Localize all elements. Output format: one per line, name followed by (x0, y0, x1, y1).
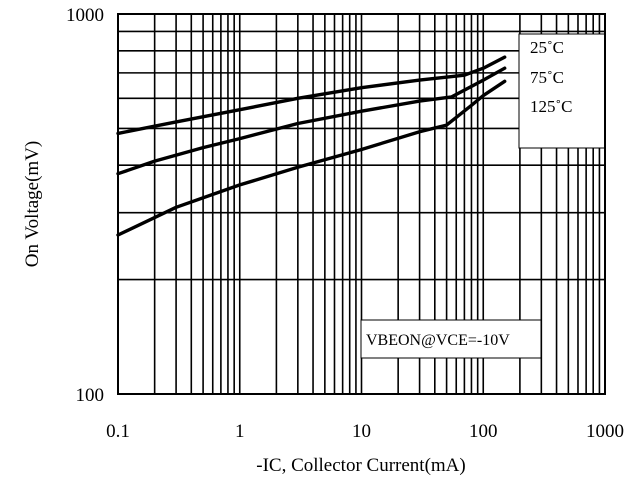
annotation-box-border (360, 319, 542, 359)
plot-frame (117, 13, 606, 395)
series-label-2: 125˚C (530, 97, 573, 116)
series-labels: 25˚C 75˚C 125˚C (530, 38, 573, 116)
x-tick-label: 1 (235, 421, 245, 442)
y-axis-title: On Voltage(mV) (22, 141, 43, 267)
annotation-text: VBEON@VCE=-10V (366, 332, 510, 349)
x-tick-label: 100 (469, 421, 498, 442)
series-line-2 (116, 79, 507, 237)
legend-box-border (518, 33, 606, 149)
x-tick-label: 10 (352, 421, 371, 442)
y-tick-label: 1000 (66, 5, 104, 26)
series-label-1: 75˚C (530, 68, 564, 87)
series-line-1 (116, 66, 507, 176)
x-tick-label: 1000 (586, 421, 624, 442)
x-axis-title: -IC, Collector Current(mA) (256, 455, 465, 476)
x-tick-label: 0.1 (106, 421, 130, 442)
legend-area (518, 33, 606, 149)
y-tick-label: 100 (76, 385, 105, 406)
series-label-0: 25˚C (530, 38, 564, 57)
series-line-0 (116, 55, 507, 136)
series-lines (116, 55, 507, 237)
tick-labels: 0.1 1 10 100 1000 100 1000 (66, 5, 624, 442)
annotation-box: VBEON@VCE=-10V (360, 319, 542, 359)
